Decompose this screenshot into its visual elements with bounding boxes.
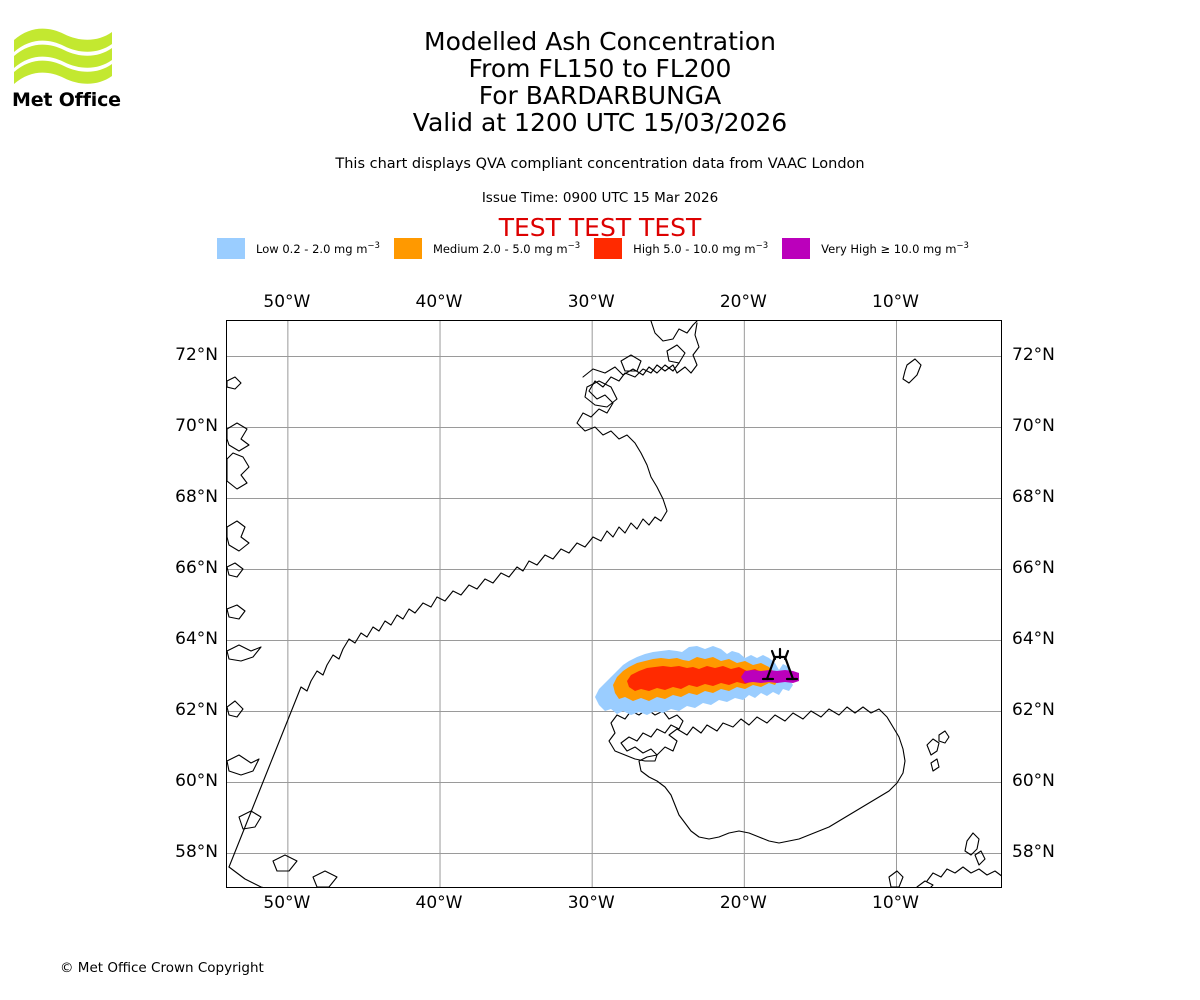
map-gridlines — [227, 321, 1001, 887]
legend-swatch-high — [594, 238, 623, 259]
legend-label-very-high: Very High ≥ 10.0 mg m−3 — [821, 241, 969, 256]
coastline-greenland-ne-island — [584, 380, 618, 408]
lat-tick-right-70: 70°N — [1012, 415, 1055, 436]
coastline-greenland-fjord-9 — [227, 754, 260, 776]
volcano-name-line: For BARDARBUNGA — [478, 81, 722, 110]
lon-tick-top--50: 50°W — [263, 292, 311, 312]
ash-contour-high — [627, 666, 767, 691]
ash-concentration-map — [226, 320, 1002, 888]
qva-note: This chart displays QVA compliant concen… — [335, 156, 865, 172]
lon-tick-top--10: 10°W — [872, 292, 919, 312]
coastline-greenland-fjord-5 — [227, 562, 244, 578]
lon-tick-top--40: 40°W — [415, 292, 463, 312]
coastline-faroe-islands — [926, 738, 940, 756]
coastline-greenland — [228, 322, 700, 868]
lat-tick-left-66: 66°N — [175, 557, 218, 578]
coastline-greenland-fjord-12 — [312, 870, 338, 887]
map-canvas — [227, 321, 1001, 887]
coastline-outer-hebrides — [888, 870, 904, 887]
volcano-icon — [761, 647, 799, 681]
lat-tick-right-68: 68°N — [1012, 486, 1055, 507]
coastline-greenland-ne-island-2 — [620, 354, 642, 372]
lat-tick-left-62: 62°N — [175, 699, 218, 720]
test-banner: TEST TEST TEST — [498, 213, 702, 242]
met-office-waves-logo-icon — [14, 28, 112, 84]
coastline-scotland-2 — [916, 880, 934, 887]
lat-tick-left-70: 70°N — [175, 415, 218, 436]
lon-tick-bottom--20: 20°W — [719, 893, 767, 913]
lon-tick-bottom--40: 40°W — [415, 893, 463, 913]
legend-swatch-very-high — [782, 238, 811, 259]
coastline-greenland-fjord-6 — [227, 604, 246, 620]
lat-tick-right-60: 60°N — [1012, 770, 1055, 791]
coastline-faroe-3 — [930, 758, 940, 772]
coastline-greenland-fjords — [227, 376, 242, 390]
page-title: Modelled Ash Concentration — [424, 27, 776, 56]
issue-time: Issue Time: 0900 UTC 15 Mar 2026 — [481, 190, 719, 206]
coastline-greenland-fjord-10 — [238, 810, 262, 830]
lat-tick-left-72: 72°N — [175, 344, 218, 365]
lat-tick-left-58: 58°N — [175, 841, 218, 862]
legend-label-medium: Medium 2.0 - 5.0 mg m−3 — [432, 241, 581, 256]
coastlines — [227, 321, 1001, 887]
lon-tick-bottom--10: 10°W — [872, 893, 919, 913]
ash-plume-contours — [595, 646, 799, 715]
legend-entry-high: High 5.0 - 10.0 mg m−3 — [594, 238, 768, 259]
lon-tick-top--20: 20°W — [719, 292, 767, 312]
legend-label-low: Low 0.2 - 2.0 mg m−3 — [256, 241, 380, 256]
coastline-greenland-south — [228, 866, 264, 887]
lat-tick-right-62: 62°N — [1012, 699, 1055, 720]
coastline-scotland — [926, 866, 1001, 882]
met-office-wordmark: Met Office — [12, 89, 121, 111]
ash-contour-very-high — [741, 670, 799, 683]
coastline-greenland-fjord-8 — [227, 700, 244, 718]
valid-time-line: Valid at 1200 UTC 15/03/2026 — [412, 108, 788, 137]
legend-label-high: High 5.0 - 10.0 mg m−3 — [633, 241, 769, 256]
concentration-legend: Low 0.2 - 2.0 mg m−3 Medium 2.0 - 5.0 mg… — [0, 238, 1200, 259]
coastline-jan-mayen — [902, 358, 922, 384]
coastline-greenland-fjord-4 — [227, 520, 250, 552]
flight-level-line: From FL150 to FL200 — [468, 54, 732, 83]
copyright-notice: © Met Office Crown Copyright — [60, 960, 264, 976]
coastline-greenland-fjord-11 — [272, 854, 298, 872]
coastline-shetland — [964, 832, 980, 856]
legend-entry-medium: Medium 2.0 - 5.0 mg m−3 — [393, 238, 581, 259]
lat-tick-right-72: 72°N — [1012, 344, 1055, 365]
coastline-greenland-ne-inlet — [582, 362, 680, 378]
lat-tick-left-64: 64°N — [175, 628, 218, 649]
chart-title-block: Modelled Ash Concentration From FL150 to… — [0, 28, 1200, 136]
coastline-greenland-northeast — [650, 321, 698, 342]
lat-tick-right-58: 58°N — [1012, 841, 1055, 862]
lat-tick-left-60: 60°N — [175, 770, 218, 791]
coastline-greenland-fjord-2 — [227, 422, 250, 452]
lat-tick-right-66: 66°N — [1012, 557, 1055, 578]
coastline-iceland — [638, 706, 906, 844]
lon-tick-top--30: 30°W — [567, 292, 615, 312]
legend-swatch-low — [217, 238, 246, 259]
coastline-greenland-ne-island-3 — [666, 344, 686, 364]
lat-tick-right-64: 64°N — [1012, 628, 1055, 649]
coastline-greenland-fjord-3 — [227, 452, 250, 490]
legend-swatch-medium — [393, 238, 422, 259]
met-office-logo: Met Office — [12, 22, 212, 111]
lon-tick-bottom--30: 30°W — [567, 893, 615, 913]
legend-entry-very-high: Very High ≥ 10.0 mg m−3 — [782, 238, 969, 259]
coastline-shetland-2 — [974, 850, 986, 866]
lat-tick-left-68: 68°N — [175, 486, 218, 507]
legend-entry-low: Low 0.2 - 2.0 mg m−3 — [217, 238, 380, 259]
lon-tick-bottom--50: 50°W — [263, 893, 311, 913]
coastline-iceland-westfjords — [608, 708, 684, 762]
coastline-faroe-2 — [938, 730, 950, 744]
coastline-greenland-fjord-7 — [227, 644, 262, 662]
